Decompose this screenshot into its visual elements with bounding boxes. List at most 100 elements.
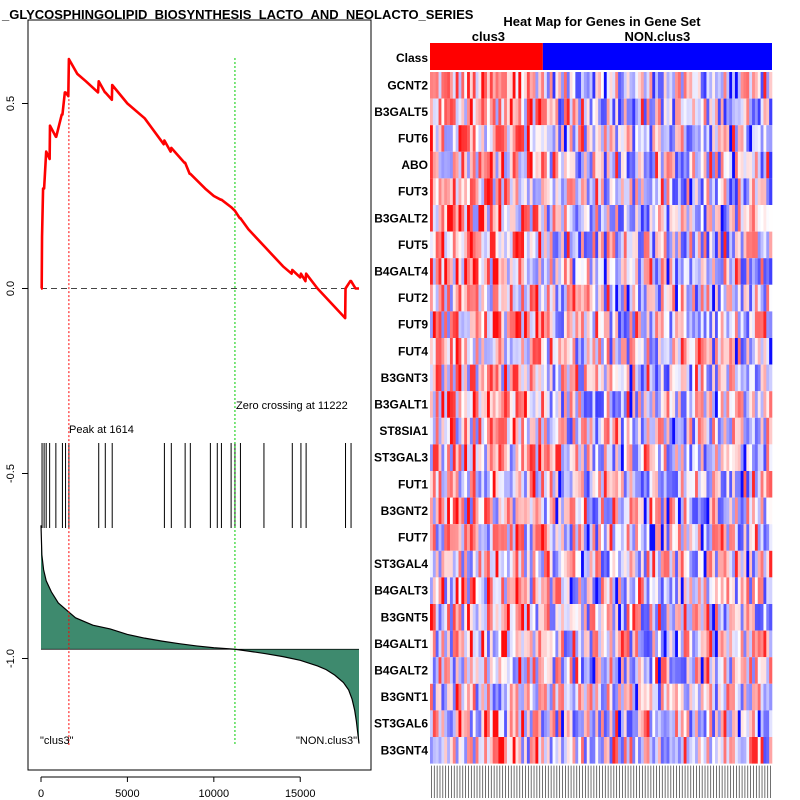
- heatmap-cell: [680, 284, 684, 312]
- heatmap-cell: [583, 550, 588, 578]
- heatmap-cell: [472, 72, 476, 99]
- heatmap-cell: [629, 444, 633, 471]
- heatmap-cell: [438, 125, 442, 152]
- heatmap-cell: [578, 125, 582, 152]
- heatmap-cell: [623, 497, 627, 525]
- heatmap-cell: [763, 524, 767, 551]
- heatmap-cell: [498, 737, 502, 764]
- heatmap-cell: [498, 604, 502, 631]
- heatmap-cell: [546, 524, 550, 551]
- heatmap-cell: [697, 391, 702, 418]
- heatmap-cell: [663, 577, 667, 604]
- heatmap-cell: [635, 604, 639, 631]
- heatmap-cell: [583, 657, 588, 684]
- heatmap-cell: [581, 311, 585, 338]
- heatmap-cell: [695, 630, 699, 658]
- heatmap-cell: [709, 710, 713, 737]
- heatmap-cell: [609, 524, 613, 551]
- heatmap-cell: [635, 524, 639, 551]
- heatmap-cell: [555, 364, 559, 392]
- heatmap-cell: [620, 364, 625, 392]
- heatmap-cell: [717, 72, 721, 99]
- heatmap-cell: [646, 364, 650, 392]
- heatmap-cell: [569, 444, 573, 471]
- heatmap-cell: [723, 577, 727, 604]
- heatmap-cell: [675, 737, 679, 764]
- heatmap-cell: [549, 417, 553, 445]
- heatmap-cell: [572, 178, 576, 205]
- heatmap-cell: [752, 604, 756, 631]
- heatmap-cell: [586, 550, 590, 578]
- heatmap-cell: [435, 231, 439, 259]
- heatmap-cell: [484, 258, 488, 285]
- heatmap-cell: [521, 98, 525, 126]
- heatmap-cell: [692, 497, 696, 525]
- heatmap-row: [430, 444, 773, 471]
- heatmap-row: [430, 258, 773, 285]
- heatmap-cell: [461, 178, 465, 205]
- heatmap-cell: [683, 471, 687, 498]
- heatmap-cell: [754, 151, 759, 179]
- heatmap-cell: [552, 444, 556, 471]
- heatmap-cell: [695, 604, 699, 631]
- heatmap-cell: [632, 524, 636, 551]
- heatmap-cell: [538, 444, 542, 471]
- heatmap-cell: [743, 550, 747, 578]
- heatmap-cell: [484, 338, 488, 365]
- heatmap-cell: [592, 471, 596, 498]
- heatmap-cell: [595, 550, 599, 578]
- heatmap-cell: [458, 550, 462, 578]
- heatmap-cell: [646, 338, 650, 365]
- heatmap-cell: [638, 444, 642, 471]
- heatmap-cell: [467, 98, 471, 126]
- heatmap-cell: [430, 338, 434, 365]
- heatmap-cell: [692, 391, 696, 418]
- heatmap-cell: [478, 258, 482, 285]
- heatmap-cell: [740, 178, 744, 205]
- heatmap-cell: [563, 391, 568, 418]
- heatmap-cell: [680, 231, 684, 259]
- heatmap-cell: [512, 151, 516, 179]
- heatmap-cell: [532, 338, 536, 365]
- heatmap-cell: [484, 417, 488, 445]
- heatmap-cell: [723, 444, 727, 471]
- heatmap-cell: [575, 178, 579, 205]
- heatmap-cell: [692, 604, 696, 631]
- heatmap-cell: [672, 524, 676, 551]
- heatmap-cell: [598, 577, 602, 604]
- heatmap-cell: [461, 98, 465, 126]
- heatmap-cell: [498, 471, 502, 498]
- heatmap-cell: [538, 178, 542, 205]
- heatmap-cell: [715, 444, 719, 471]
- heatmap-cell: [515, 524, 519, 551]
- heatmap-cell: [561, 364, 565, 392]
- heatmap-cell: [563, 125, 568, 152]
- heatmap-cell: [726, 391, 730, 418]
- heatmap-cell: [509, 524, 513, 551]
- heatmap-cell: [430, 205, 434, 232]
- heatmap-cell: [683, 284, 687, 312]
- heatmap-cell: [509, 258, 513, 285]
- heatmap-cell: [697, 550, 702, 578]
- heatmap-cell: [638, 284, 642, 312]
- heatmap-cell: [629, 231, 633, 259]
- heatmap-cell: [487, 657, 491, 684]
- heatmap-cell: [487, 577, 491, 604]
- heatmap-cell: [529, 284, 533, 312]
- heatmap-cell: [700, 497, 704, 525]
- heatmap-cell: [489, 444, 493, 471]
- heatmap-cell: [575, 737, 579, 764]
- heatmap-cell: [549, 72, 553, 99]
- heatmap-cell: [452, 391, 456, 418]
- heatmap-cell: [489, 284, 493, 312]
- heatmap-cell: [729, 471, 733, 498]
- heatmap-cell: [629, 657, 633, 684]
- gene-label: B3GALT2: [374, 211, 428, 225]
- heatmap-cell: [518, 550, 522, 578]
- heatmap-cell: [689, 471, 693, 498]
- heatmap-cell: [766, 683, 770, 711]
- heatmap-cell: [629, 178, 633, 205]
- heatmap-cell: [572, 98, 576, 126]
- heatmap-cell: [760, 178, 764, 205]
- heatmap-cell: [461, 417, 465, 445]
